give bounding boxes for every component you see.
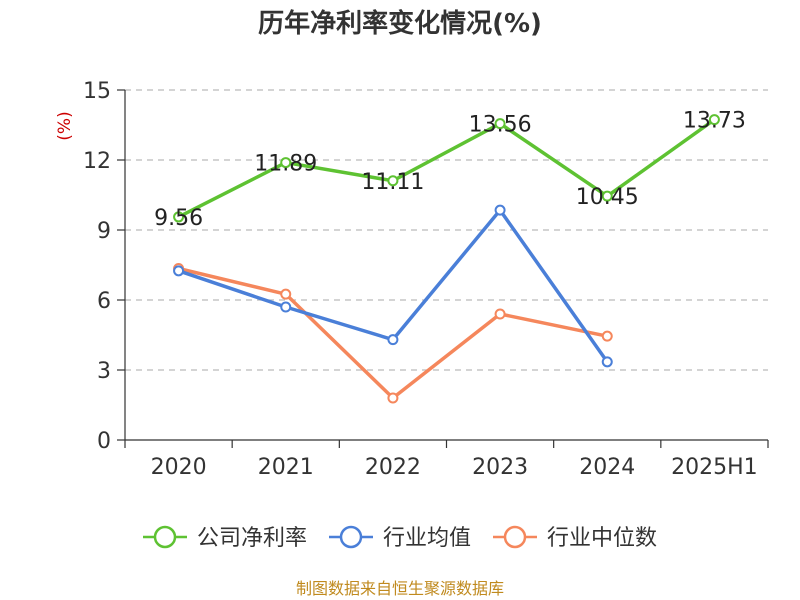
data-label: 13.73: [683, 109, 746, 134]
legend-label: 公司净利率: [197, 526, 307, 551]
series-line: [178, 266, 608, 400]
data-label: 11.11: [361, 170, 424, 195]
legend-label: 行业中位数: [547, 526, 657, 551]
data-source-note: 制图数据来自恒生聚源数据库: [296, 579, 504, 598]
y-tick-label: 6: [97, 289, 111, 314]
data-point: [280, 301, 292, 313]
data-point: [494, 308, 506, 320]
chart-title: 历年净利率变化情况(%): [258, 8, 542, 39]
y-axis-unit-label: (%): [55, 111, 75, 140]
data-label: 10.45: [576, 185, 639, 210]
data-point: [601, 356, 613, 368]
legend-marker: [503, 525, 527, 549]
data-label: 9.56: [154, 206, 203, 231]
data-point: [173, 211, 185, 223]
legend-marker: [339, 525, 363, 549]
data-label: 13.56: [469, 113, 532, 138]
legend-item[interactable]: 行业均值: [329, 525, 471, 551]
x-tick-label: 2024: [579, 455, 635, 480]
data-point: [173, 265, 185, 277]
x-tick-label: 2022: [365, 455, 421, 480]
legend-marker: [153, 525, 177, 549]
y-tick-label: 12: [83, 149, 111, 174]
x-tick-label: 2020: [151, 455, 207, 480]
legend[interactable]: 公司净利率 行业均值 行业中位数: [143, 525, 657, 551]
y-tick-label: 9: [97, 219, 111, 244]
data-point: [494, 118, 506, 130]
data-point: [387, 334, 399, 346]
y-tick-label: 15: [83, 79, 111, 104]
data-point: [708, 114, 720, 126]
legend-label: 行业均值: [383, 526, 471, 551]
x-tick-label: 2023: [472, 455, 528, 480]
y-tick-label: 3: [97, 359, 111, 384]
data-point: [494, 204, 506, 216]
data-point: [601, 190, 613, 202]
data-point: [387, 175, 399, 187]
x-tick-label: 2025H1: [671, 455, 758, 480]
series-line: [177, 118, 716, 219]
series-layer: 9.56 11.89 11.11 13.56 10.45 13.73: [154, 109, 746, 404]
data-label: 11.89: [254, 152, 317, 177]
y-tick-label: 0: [97, 429, 111, 454]
data-point: [280, 157, 292, 169]
data-point: [280, 288, 292, 300]
legend-item[interactable]: 行业中位数: [493, 525, 657, 551]
axes: 0 3 6 9 12 15 2020 2021 2022 2023 2024 2025H1: [83, 79, 769, 480]
x-tick-label: 2021: [258, 455, 314, 480]
data-point: [601, 330, 613, 342]
grid-lines: [125, 89, 768, 371]
legend-item[interactable]: 公司净利率: [143, 525, 307, 551]
data-point: [387, 392, 399, 404]
